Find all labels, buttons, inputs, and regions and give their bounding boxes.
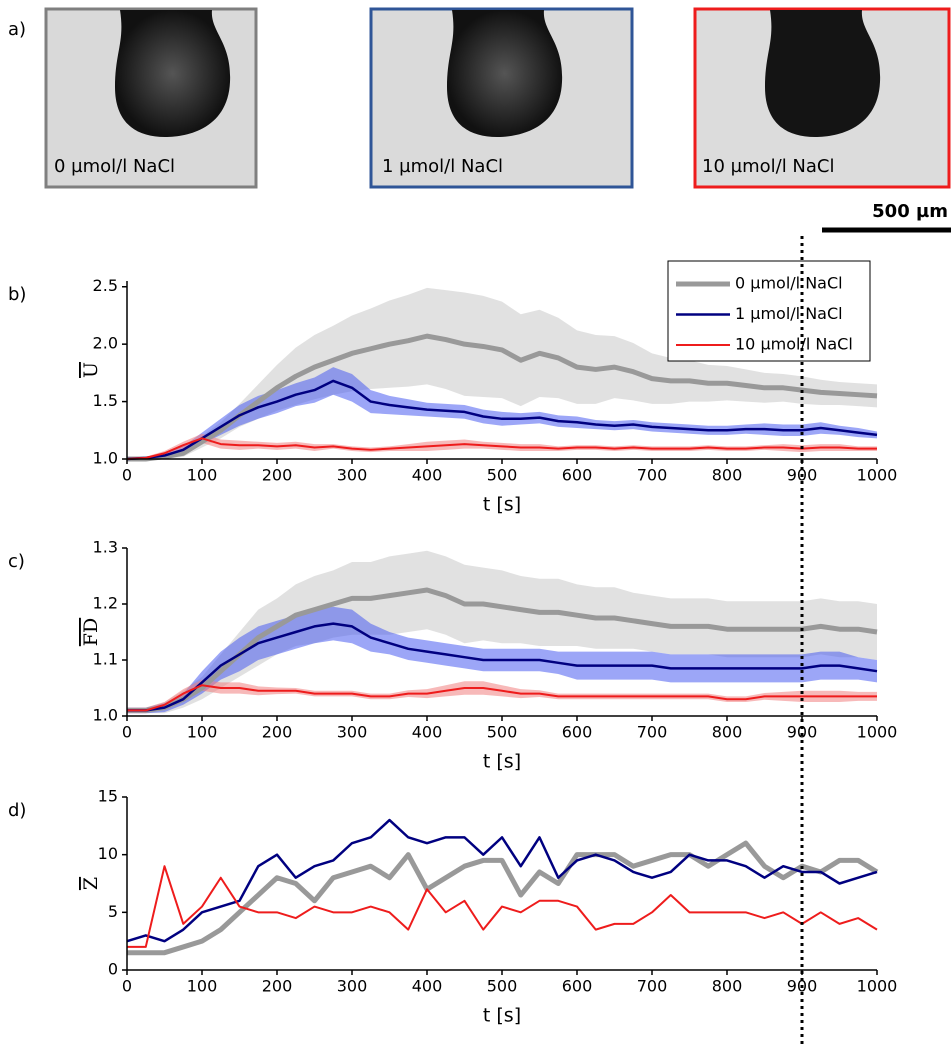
x-tick-label: 500 — [487, 723, 518, 742]
panel-label: c) — [8, 551, 25, 572]
series-line — [127, 622, 878, 712]
image-2: 10 µmol/l NaCl — [693, 7, 951, 189]
x-tick-label: 800 — [712, 723, 743, 742]
legend-label: 0 µmol/l NaCl — [735, 274, 843, 293]
x-tick-label: 400 — [412, 466, 443, 485]
x-tick-label: 400 — [412, 723, 443, 742]
y-axis-label: Z — [80, 877, 102, 890]
series-line — [126, 379, 878, 461]
legend-label: 1 µmol/l NaCl — [735, 304, 843, 323]
x-tick-label: 800 — [712, 977, 743, 996]
y-tick-label: 10 — [98, 844, 118, 863]
x-tick-label: 300 — [337, 977, 368, 996]
y-axis-label: FD — [80, 618, 102, 646]
x-tick-label: 0 — [122, 977, 132, 996]
y-tick-label: 1.2 — [93, 594, 118, 613]
image-0: 0 µmol/l NaCl — [44, 7, 258, 189]
image-1: 1 µmol/l NaCl — [369, 7, 634, 189]
series-line — [127, 684, 877, 712]
x-tick-label: 100 — [187, 466, 218, 485]
x-tick-label: 600 — [562, 977, 593, 996]
spheroid — [765, 10, 881, 137]
y-tick-label: 0 — [108, 960, 118, 979]
legend-label: 10 µmol/l NaCl — [735, 335, 853, 354]
x-tick-label: 200 — [262, 723, 293, 742]
panel-label: b) — [8, 284, 26, 305]
series-line — [127, 865, 878, 948]
x-tick-label: 800 — [712, 466, 743, 485]
x-tick-label: 0 — [122, 723, 132, 742]
x-tick-label: 700 — [637, 466, 668, 485]
y-tick-label: 1.0 — [93, 449, 118, 468]
x-axis-label: t [s] — [483, 751, 521, 773]
y-tick-label: 2.5 — [93, 276, 118, 295]
y-tick-label: 1.1 — [93, 650, 118, 669]
x-tick-label: 500 — [487, 977, 518, 996]
x-tick-label: 400 — [412, 977, 443, 996]
spheroid — [447, 10, 563, 137]
x-tick-label: 1000 — [857, 977, 898, 996]
x-tick-label: 700 — [637, 723, 668, 742]
y-tick-label: 1.0 — [93, 706, 118, 725]
x-tick-label: 1000 — [857, 466, 898, 485]
x-tick-label: 200 — [262, 977, 293, 996]
y-tick-label: 1.5 — [93, 391, 118, 410]
scale-bar-label: 500 µm — [872, 201, 948, 222]
series-line — [127, 587, 878, 713]
x-axis-label: t [s] — [483, 1005, 521, 1027]
x-tick-label: 700 — [637, 977, 668, 996]
x-tick-label: 300 — [337, 723, 368, 742]
x-tick-label: 0 — [122, 466, 132, 485]
panel-label: d) — [8, 800, 26, 821]
x-tick-label: 600 — [562, 723, 593, 742]
image-caption: 1 µmol/l NaCl — [382, 156, 503, 177]
x-tick-label: 100 — [187, 723, 218, 742]
error-band — [127, 550, 877, 714]
y-tick-label: 2.0 — [93, 334, 118, 353]
error-band — [127, 679, 877, 714]
y-tick-label: 5 — [108, 902, 118, 921]
x-tick-label: 600 — [562, 466, 593, 485]
series-line — [127, 333, 878, 462]
x-tick-label: 1000 — [857, 723, 898, 742]
spheroid — [115, 10, 231, 137]
y-axis-label: U — [80, 362, 102, 378]
x-tick-label: 900 — [787, 723, 818, 742]
series-line — [127, 840, 879, 956]
panel-label: a) — [8, 19, 26, 40]
series-line — [126, 437, 877, 460]
image-caption: 0 µmol/l NaCl — [54, 156, 175, 177]
image-caption: 10 µmol/l NaCl — [702, 156, 834, 177]
error-band — [127, 287, 877, 461]
x-tick-label: 200 — [262, 466, 293, 485]
y-tick-label: 15 — [98, 787, 118, 806]
x-tick-label: 500 — [487, 466, 518, 485]
x-tick-label: 100 — [187, 977, 218, 996]
x-tick-label: 300 — [337, 466, 368, 485]
y-tick-label: 1.3 — [93, 538, 118, 557]
x-axis-label: t [s] — [483, 494, 521, 516]
series-line — [126, 818, 878, 943]
